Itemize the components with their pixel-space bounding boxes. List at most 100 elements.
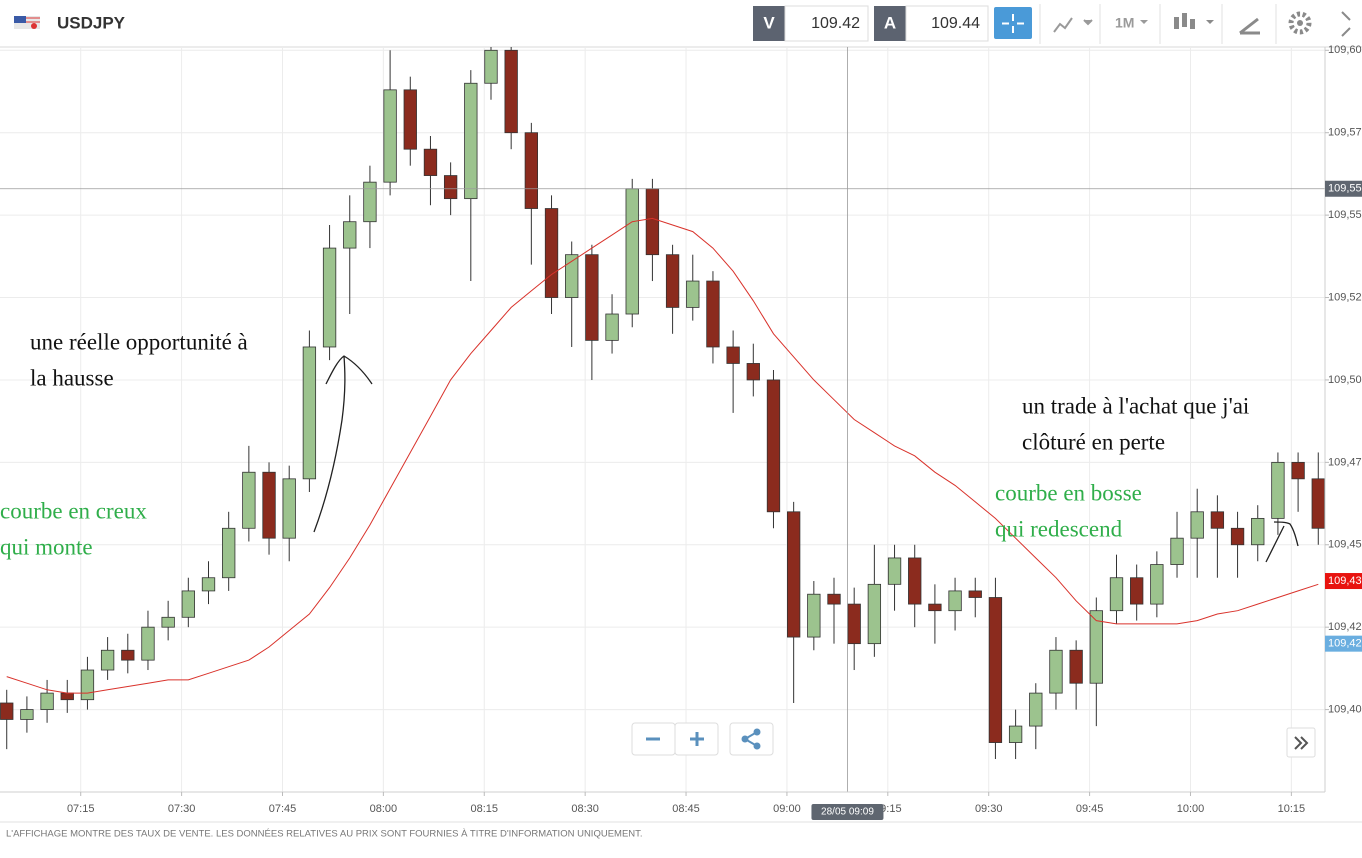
flag	[14, 16, 40, 29]
x-tick-label: 08:00	[370, 803, 398, 815]
zoom-in-button[interactable]	[674, 722, 719, 756]
candle-body	[60, 692, 74, 701]
candle-body	[867, 583, 882, 645]
candle-body	[40, 692, 54, 710]
candle-body	[1089, 610, 1103, 684]
candle-body	[322, 247, 337, 348]
x-tick-label: 09:45	[1076, 803, 1104, 815]
ask-tag	[874, 6, 906, 41]
price-marker	[1325, 573, 1362, 590]
x-tick-label: 09:00	[773, 803, 801, 815]
x-tick-label: 07:15	[67, 803, 95, 815]
price-marker-label: 109,420	[1328, 638, 1362, 650]
y-tick-label: 109,475	[1328, 456, 1362, 468]
candle-body	[302, 346, 317, 480]
candle-body	[242, 471, 256, 529]
y-tick-label: 109,575	[1328, 127, 1362, 139]
candle-body	[262, 471, 276, 539]
y-tick-label: 109,500	[1328, 374, 1362, 386]
candle-body	[161, 616, 175, 628]
candle-button[interactable]	[1174, 13, 1214, 29]
bid-tag	[753, 6, 785, 41]
candle-body	[625, 188, 639, 315]
candle-body	[686, 280, 700, 308]
price-marker	[1325, 635, 1362, 652]
candle-body	[706, 280, 720, 348]
y-tick-label: 109,400	[1328, 703, 1362, 715]
candle-body	[0, 702, 14, 720]
candle-body	[827, 593, 841, 605]
ask-box[interactable]	[905, 5, 989, 42]
crosshair-x-tag	[811, 804, 884, 820]
candle-body	[988, 597, 1003, 743]
plot	[0, 47, 1325, 792]
candle-body	[464, 82, 478, 200]
arrow	[1265, 521, 1299, 563]
candle-body	[181, 590, 195, 618]
disclaimer: L'AFFICHAGE MONTRE DES TAUX DE VENTE. LE…	[6, 829, 643, 840]
candle-body	[887, 557, 902, 585]
candle-body	[222, 527, 236, 579]
candle-body	[1170, 537, 1184, 565]
x-tick-label: 08:30	[571, 803, 599, 815]
ask-label: A	[884, 13, 896, 32]
y-tick-label: 109,450	[1328, 539, 1362, 551]
y-tick-label: 109,550	[1328, 209, 1362, 221]
y-tick-label: 109,525	[1328, 291, 1362, 303]
settings-button[interactable]	[1288, 11, 1312, 35]
crosshair-y-label: 109,558	[1328, 183, 1362, 195]
candle-body	[1150, 564, 1164, 605]
candle-body	[1029, 692, 1043, 727]
candle-body	[504, 49, 518, 134]
candle-body	[80, 669, 95, 701]
candle-body	[201, 577, 216, 592]
crosshair-button[interactable]	[994, 7, 1032, 39]
candle-body	[363, 181, 377, 223]
x-tick-label: 07:30	[168, 803, 196, 815]
candle-body	[1311, 478, 1325, 529]
candle-body	[766, 379, 781, 513]
candle-body	[908, 557, 922, 605]
candle-body	[544, 208, 559, 298]
candle-body	[1271, 461, 1285, 519]
candle-body	[605, 313, 619, 341]
candle-body	[484, 49, 498, 84]
share-button[interactable]	[729, 722, 774, 756]
candle-body	[1230, 527, 1245, 546]
candle-body	[403, 89, 417, 150]
grid	[0, 47, 1325, 792]
candle-body	[807, 593, 821, 638]
chart-type-button[interactable]	[1053, 17, 1093, 33]
candle-body	[524, 132, 539, 209]
fullscreen-button[interactable]	[1341, 11, 1351, 37]
candle-body	[585, 254, 599, 341]
price-marker-label: 109,439	[1328, 575, 1362, 587]
candle-body	[565, 254, 579, 298]
candle-body	[20, 709, 34, 720]
candle-body	[1069, 649, 1083, 684]
crosshair-y-tag	[1325, 180, 1362, 197]
annotation: courbe en bosse	[995, 480, 1142, 505]
moving-average	[6, 217, 1319, 694]
y-tick-label: 109,425	[1328, 621, 1362, 633]
candle-body	[343, 221, 357, 249]
candle-body	[1190, 511, 1204, 539]
crosshair-x-label: 28/05 09:09	[821, 807, 874, 818]
bid-box[interactable]	[784, 5, 869, 42]
annotation: un trade à l'achat que j'ai	[1022, 393, 1249, 418]
candle-body	[1109, 577, 1124, 612]
candle-body	[423, 148, 438, 176]
candle-body	[100, 649, 115, 671]
candle-body	[1008, 725, 1023, 743]
x-tick-label: 07:45	[269, 803, 297, 815]
zoom-out-button[interactable]	[631, 722, 676, 756]
annotation: une réelle opportunité à	[30, 329, 248, 354]
annotation: clôturé en perte	[1022, 429, 1165, 454]
draw-button[interactable]	[1239, 17, 1260, 35]
candle-body	[746, 363, 760, 381]
timeframe[interactable]: 1M	[1115, 15, 1134, 31]
scroll-right-button[interactable]	[1286, 727, 1316, 758]
x-tick-label: 08:15	[470, 803, 498, 815]
annotation: courbe en creux	[0, 498, 147, 523]
